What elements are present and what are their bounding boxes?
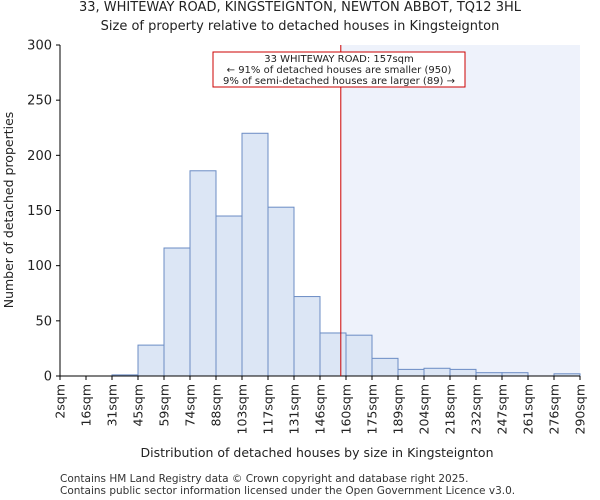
- x-tick-label: 204sqm: [417, 384, 432, 434]
- histogram-chart: 0 50 100 150 200 250 300 2sqm 16sqm 31sqm 45sqm 59s…: [1, 39, 588, 461]
- x-tick-label: 74sqm: [183, 384, 198, 427]
- y-tick-label: 150: [27, 204, 52, 219]
- x-tick-label: 290sqm: [573, 384, 588, 434]
- x-tick-label: 146sqm: [313, 384, 328, 434]
- x-tick-label: 59sqm: [157, 384, 172, 427]
- histogram-bar: [293, 296, 321, 377]
- x-tick-label: 45sqm: [131, 384, 146, 427]
- y-tick-label: 100: [27, 259, 52, 274]
- chart-title: 33, WHITEWAY ROAD, KINGSTEIGNTON, NEWTON…: [79, 0, 521, 15]
- annotation-box: [212, 51, 466, 88]
- annotation-line3: 9% of semi-detached houses are larger (8…: [223, 76, 455, 87]
- histogram-bar: [267, 206, 295, 377]
- x-tick-label: 160sqm: [339, 384, 354, 434]
- x-tick-label: 232sqm: [469, 384, 484, 434]
- footer-copyright: Contains HM Land Registry data © Crown c…: [60, 473, 469, 485]
- y-tick-label: 250: [27, 94, 52, 109]
- x-tick-label: 131sqm: [287, 384, 302, 434]
- histogram-bar: [319, 332, 347, 377]
- histogram-bar: [137, 344, 165, 377]
- histogram-bar: [423, 367, 451, 377]
- x-tick-label: 31sqm: [105, 384, 120, 427]
- x-tick-label: 2sqm: [53, 384, 68, 419]
- larger-region-shade: [340, 45, 580, 376]
- footer-licence: Contains public sector information licen…: [60, 485, 516, 497]
- x-tick-label: 276sqm: [547, 384, 562, 434]
- x-axis-label: Distribution of detached houses by size …: [141, 445, 494, 460]
- histogram-bar: [449, 368, 477, 377]
- y-tick-label: 50: [35, 314, 52, 329]
- x-tick-label: 16sqm: [79, 384, 94, 427]
- chart-subtitle: Size of property relative to detached ho…: [100, 19, 500, 34]
- x-tick-label: 247sqm: [495, 384, 510, 434]
- x-tick-label: 175sqm: [365, 384, 380, 434]
- annotation-line2: ← 91% of detached houses are smaller (95…: [227, 65, 452, 76]
- x-tick-label: 117sqm: [261, 384, 276, 434]
- y-axis-label: Number of detached properties: [1, 112, 16, 309]
- y-tick-label: 200: [27, 149, 52, 164]
- x-tick-label: 189sqm: [391, 384, 406, 434]
- y-tick-label: 0: [44, 370, 52, 385]
- x-tick-label: 103sqm: [235, 384, 250, 434]
- histogram-bar: [189, 170, 217, 377]
- y-tick-label: 300: [27, 39, 52, 54]
- histogram-bar: [215, 215, 243, 377]
- histogram-bar: [397, 368, 425, 377]
- histogram-bar: [345, 334, 373, 377]
- histogram-bar: [163, 247, 191, 377]
- x-tick-label: 88sqm: [209, 384, 224, 427]
- histogram-bar: [371, 357, 399, 377]
- x-tick-label: 218sqm: [443, 384, 458, 434]
- x-tick-label: 261sqm: [521, 384, 536, 434]
- annotation-line1: 33 WHITEWAY ROAD: 157sqm: [264, 54, 414, 65]
- histogram-bar: [241, 132, 269, 377]
